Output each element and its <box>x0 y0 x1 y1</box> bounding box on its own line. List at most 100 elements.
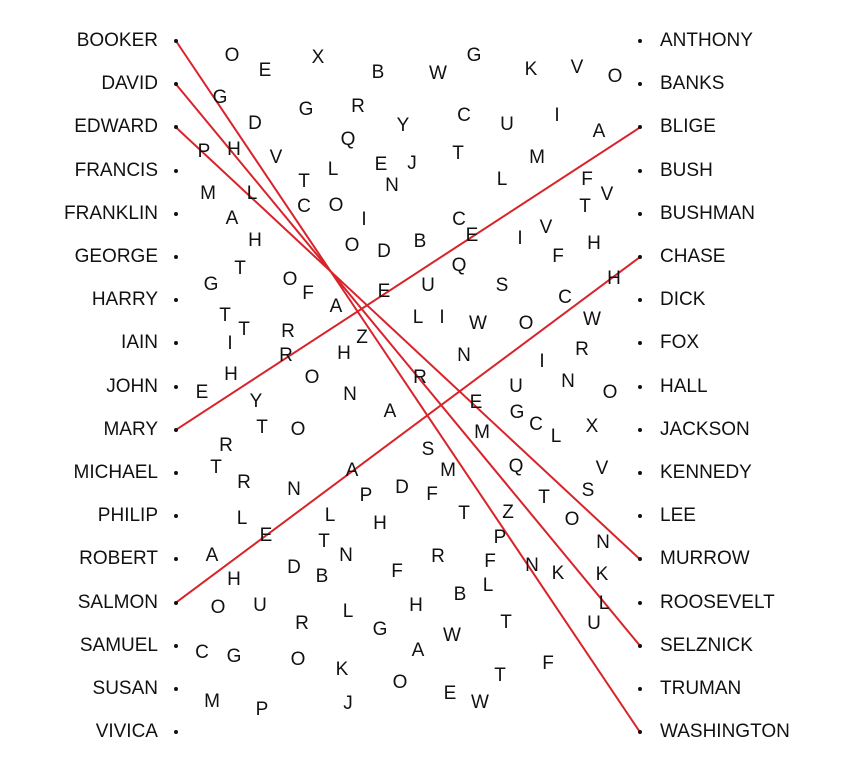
grid-letter: N <box>385 175 399 196</box>
left-name-robert[interactable]: ROBERT <box>79 548 158 570</box>
right-dot-bushman[interactable] <box>638 211 642 216</box>
right-dot-hall[interactable] <box>638 384 642 389</box>
left-name-edward[interactable]: EDWARD <box>74 116 158 138</box>
left-name-george[interactable]: GEORGE <box>74 246 158 267</box>
grid-letter: C <box>457 105 471 126</box>
grid-letter: H <box>227 569 241 590</box>
grid-letter: W <box>443 625 461 646</box>
grid-letter: A <box>383 401 397 422</box>
right-name-jackson[interactable]: JACKSON <box>660 418 750 440</box>
left-name-vivica[interactable]: VIVICA <box>95 721 158 743</box>
left-name-iain[interactable]: IAIN <box>121 332 158 354</box>
right-dot-lee[interactable] <box>638 514 642 519</box>
grid-letter: T <box>238 319 250 340</box>
right-dot-dick[interactable] <box>638 298 642 303</box>
left-dot-harry[interactable] <box>174 298 178 303</box>
grid-letter: Z <box>356 327 368 348</box>
right-name-bush[interactable]: BUSH <box>660 159 713 181</box>
left-dot-michael[interactable] <box>174 471 178 475</box>
right-name-selznick[interactable]: SELZNICK <box>660 634 753 656</box>
grid-letter: S <box>421 439 435 460</box>
left-dot-iain[interactable] <box>174 341 178 346</box>
left-name-harry[interactable]: HARRY <box>91 289 158 311</box>
left-dot-philip[interactable] <box>174 514 178 519</box>
right-dot-anthony[interactable] <box>638 39 642 43</box>
right-name-truman[interactable]: TRUMAN <box>660 678 742 699</box>
grid-letter: F <box>302 283 314 304</box>
right-name-murrow[interactable]: MURROW <box>660 548 750 570</box>
left-name-david[interactable]: DAVID <box>101 73 158 95</box>
right-dot-blige[interactable] <box>638 125 642 130</box>
left-dot-francis[interactable] <box>174 168 178 173</box>
right-dot-jackson[interactable] <box>638 427 642 432</box>
right-name-banks[interactable]: BANKS <box>660 73 725 95</box>
right-dot-truman[interactable] <box>638 687 642 691</box>
left-dot-samuel[interactable] <box>174 643 178 648</box>
right-name-roosevelt[interactable]: ROOSEVELT <box>660 591 775 613</box>
grid-letter: I <box>539 351 545 372</box>
right-name-kennedy[interactable]: KENNEDY <box>660 462 752 483</box>
left-name-susan[interactable]: SUSAN <box>92 678 158 699</box>
right-name-bushman[interactable]: BUSHMAN <box>660 202 756 224</box>
grid-letter: T <box>210 457 222 478</box>
right-dot-washington[interactable] <box>638 730 642 735</box>
left-dot-susan[interactable] <box>174 687 178 691</box>
grid-letter: L <box>496 169 508 190</box>
right-name-lee[interactable]: LEE <box>660 505 696 527</box>
grid-letter: A <box>411 640 425 661</box>
grid-letter: F <box>581 169 593 190</box>
grid-letter: T <box>494 665 506 686</box>
grid-letter: B <box>315 566 329 587</box>
left-dot-booker[interactable] <box>174 39 178 43</box>
left-name-booker[interactable]: BOOKER <box>76 30 158 51</box>
right-dot-murrow[interactable] <box>638 557 642 562</box>
grid-letter: C <box>195 642 209 663</box>
right-name-anthony[interactable]: ANTHONY <box>660 30 753 51</box>
grid-letter: Y <box>396 115 410 136</box>
right-name-dick[interactable]: DICK <box>660 289 706 311</box>
grid-letter: T <box>458 503 470 524</box>
grid-letter: A <box>225 208 239 229</box>
right-dot-selznick[interactable] <box>638 643 642 648</box>
left-dot-john[interactable] <box>174 384 178 389</box>
grid-letter: C <box>452 209 466 230</box>
right-dot-chase[interactable] <box>638 255 642 259</box>
grid-letter: T <box>234 258 246 279</box>
grid-letter: E <box>259 525 273 546</box>
grid-letter: R <box>413 367 427 388</box>
left-dot-mary[interactable] <box>174 427 178 432</box>
left-name-salmon[interactable]: SALMON <box>77 591 158 613</box>
right-name-blige[interactable]: BLIGE <box>660 116 716 138</box>
grid-letter: N <box>457 345 471 366</box>
left-dot-david[interactable] <box>174 82 178 87</box>
left-dot-robert[interactable] <box>174 557 178 562</box>
right-name-hall[interactable]: HALL <box>660 375 708 397</box>
right-name-fox[interactable]: FOX <box>660 332 700 354</box>
right-name-washington[interactable]: WASHINGTON <box>660 721 790 743</box>
grid-letter: N <box>339 545 353 566</box>
left-name-franklin[interactable]: FRANKLIN <box>64 202 158 224</box>
right-dot-roosevelt[interactable] <box>638 600 642 605</box>
right-dot-banks[interactable] <box>638 82 642 87</box>
left-name-mary[interactable]: MARY <box>103 418 158 440</box>
left-name-john[interactable]: JOHN <box>106 375 158 397</box>
left-name-francis[interactable]: FRANCIS <box>74 159 158 181</box>
grid-letter: H <box>607 268 621 289</box>
right-dot-bush[interactable] <box>638 168 642 173</box>
left-name-philip[interactable]: PHILIP <box>97 505 158 527</box>
connection-line-salmon-chase <box>175 256 641 604</box>
grid-letter: B <box>371 62 385 83</box>
left-dot-edward[interactable] <box>174 125 178 130</box>
right-dot-fox[interactable] <box>638 341 642 346</box>
left-dot-franklin[interactable] <box>174 211 178 216</box>
left-name-samuel[interactable]: SAMUEL <box>79 634 158 656</box>
right-dot-kennedy[interactable] <box>638 471 642 475</box>
left-name-michael[interactable]: MICHAEL <box>73 462 158 483</box>
grid-letter: F <box>552 246 564 267</box>
left-dot-george[interactable] <box>174 255 178 259</box>
left-dot-vivica[interactable] <box>174 730 178 735</box>
right-name-chase[interactable]: CHASE <box>660 246 726 267</box>
grid-letter: J <box>407 153 417 174</box>
left-dot-salmon[interactable] <box>174 600 178 605</box>
